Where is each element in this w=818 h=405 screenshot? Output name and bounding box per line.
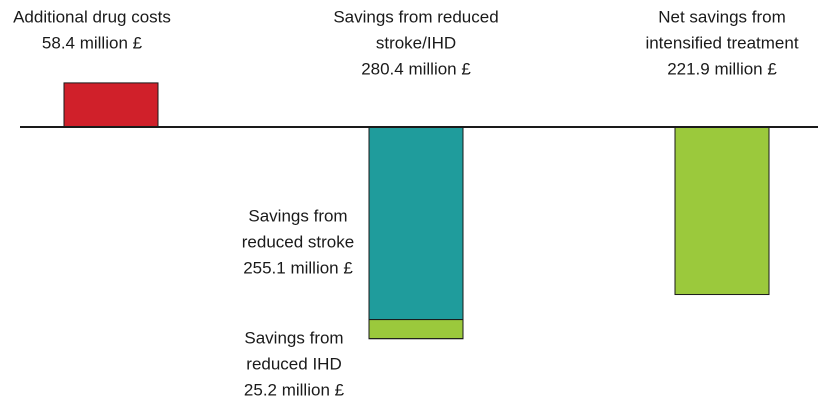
segment-label: Savings from — [248, 206, 347, 225]
bar-segment — [368, 126, 464, 321]
bar-label: Savings from reduced — [333, 7, 498, 26]
bar-label: 58.4 million £ — [42, 33, 143, 52]
bar — [63, 82, 159, 128]
segment-label: Savings from — [244, 328, 343, 347]
segment-label: 255.1 million £ — [243, 258, 353, 277]
bar-label: Additional drug costs — [13, 7, 171, 26]
segment-label: reduced stroke — [242, 232, 354, 251]
bar — [674, 126, 770, 296]
segment-label: 25.2 million £ — [244, 380, 345, 399]
bar-label: intensified treatment — [645, 33, 798, 52]
bar-label: Net savings from — [658, 7, 786, 26]
bar-segment — [368, 319, 464, 340]
segment-label: reduced IHD — [246, 354, 341, 373]
bar-label: stroke/IHD — [376, 33, 456, 52]
bar-label: 280.4 million £ — [361, 59, 471, 78]
bar-label: 221.9 million £ — [667, 59, 777, 78]
